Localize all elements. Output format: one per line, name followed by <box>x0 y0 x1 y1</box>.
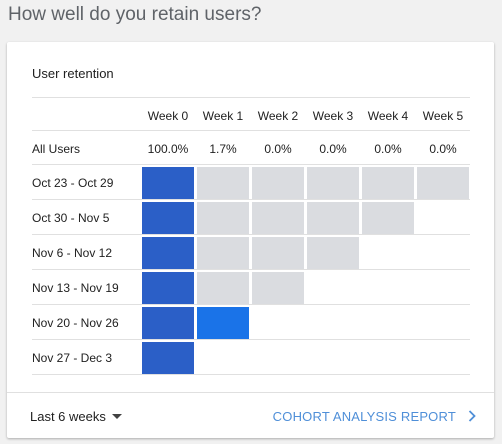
retention-cell-r0-w0[interactable] <box>142 167 194 199</box>
cohort-analysis-report-label: COHORT ANALYSIS REPORT <box>272 408 456 424</box>
retention-cell-r5-w0[interactable] <box>142 342 194 374</box>
cohort-label-2: Nov 6 - Nov 12 <box>32 246 113 260</box>
retention-card: User retention Week 0 Week 1 Week 2 Week… <box>7 42 494 438</box>
card-title: User retention <box>32 66 114 81</box>
retention-cell-r0-w2[interactable] <box>252 167 304 199</box>
cohort-label-1: Oct 30 - Nov 5 <box>32 211 110 225</box>
retention-cell-r3-w0[interactable] <box>142 272 194 304</box>
cohort-divider <box>32 374 470 375</box>
all-users-week-5: 0.0% <box>429 142 457 156</box>
date-range-label: Last 6 weeks <box>30 408 106 424</box>
retention-cell-r0-w3[interactable] <box>307 167 359 199</box>
week-header-divider <box>32 130 470 131</box>
date-range-dropdown[interactable]: Last 6 weeks <box>30 404 122 428</box>
retention-cell-r1-w4[interactable] <box>362 202 414 234</box>
cohort-divider <box>32 269 470 270</box>
all-users-label: All Users <box>32 142 81 156</box>
footer-divider <box>7 392 494 393</box>
retention-cell-r0-w4[interactable] <box>362 167 414 199</box>
all-users-week-1: 1.7% <box>209 142 237 156</box>
cohort-divider <box>32 304 470 305</box>
cohort-divider <box>32 199 470 200</box>
cohort-label-4: Nov 20 - Nov 26 <box>32 316 119 330</box>
retention-cell-r4-w0[interactable] <box>142 307 194 339</box>
all-users-week-0: 100.0% <box>147 142 189 156</box>
week-5-header: Week 5 <box>422 109 464 123</box>
week-4-header: Week 4 <box>367 109 409 123</box>
cohort-divider <box>32 339 470 340</box>
retention-cell-r2-w0[interactable] <box>142 237 194 269</box>
all-users-week-2: 0.0% <box>264 142 292 156</box>
cohort-label-0: Oct 23 - Oct 29 <box>32 176 114 190</box>
retention-cell-r1-w0[interactable] <box>142 202 194 234</box>
retention-cell-r1-w1[interactable] <box>197 202 249 234</box>
cohort-divider <box>32 234 470 235</box>
week-1-header: Week 1 <box>202 109 244 123</box>
page-title: How well do you retain users? <box>8 4 262 25</box>
retention-cell-r3-w1[interactable] <box>197 272 249 304</box>
all-users-week-4: 0.0% <box>374 142 402 156</box>
retention-cell-r3-w2[interactable] <box>252 272 304 304</box>
retention-cell-r4-w1[interactable] <box>197 307 249 339</box>
week-2-header: Week 2 <box>257 109 299 123</box>
cohort-label-3: Nov 13 - Nov 19 <box>32 281 119 295</box>
retention-cell-r1-w2[interactable] <box>252 202 304 234</box>
retention-cell-r2-w3[interactable] <box>307 237 359 269</box>
retention-cell-r2-w1[interactable] <box>197 237 249 269</box>
header-divider <box>32 97 470 98</box>
cohort-analysis-report-link[interactable]: COHORT ANALYSIS REPORT <box>273 404 476 428</box>
caret-down-icon <box>111 414 122 419</box>
week-0-header: Week 0 <box>147 109 189 123</box>
retention-cell-r0-w5[interactable] <box>417 167 469 199</box>
chevron-right-icon <box>468 410 476 422</box>
cohort-label-5: Nov 27 - Dec 3 <box>32 351 113 365</box>
retention-cell-r2-w2[interactable] <box>252 237 304 269</box>
week-3-header: Week 3 <box>312 109 354 123</box>
all-users-week-3: 0.0% <box>319 142 347 156</box>
retention-cell-r1-w3[interactable] <box>307 202 359 234</box>
all-users-divider <box>32 164 470 165</box>
retention-cell-r0-w1[interactable] <box>197 167 249 199</box>
